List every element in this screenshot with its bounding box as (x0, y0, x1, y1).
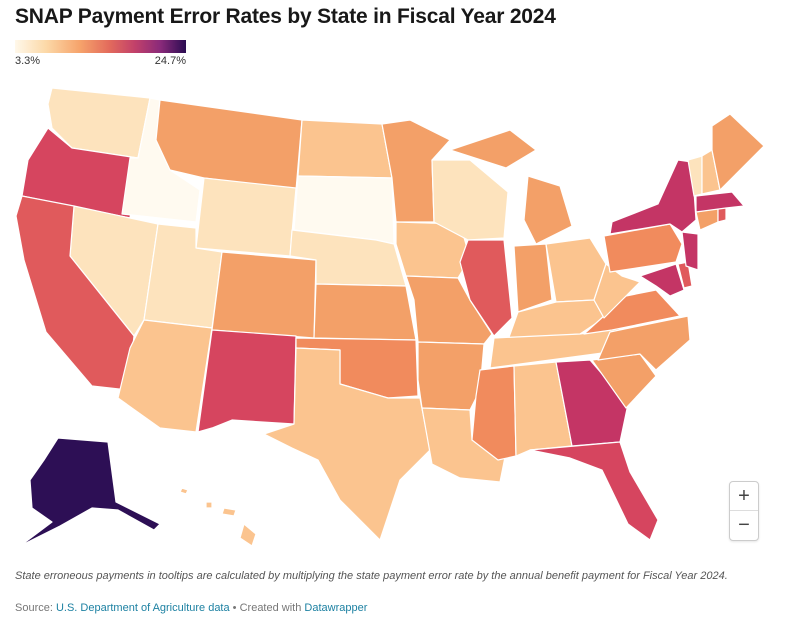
state-texas[interactable] (263, 347, 431, 541)
footnote: State erroneous payments in tooltips are… (15, 570, 728, 582)
state-louisiana[interactable] (421, 407, 507, 483)
legend-min-label: 3.3% (15, 55, 41, 67)
state-new-york[interactable] (609, 159, 697, 235)
state-delaware[interactable] (677, 261, 693, 289)
color-legend: 3.3% 24.7% (15, 40, 186, 67)
state-wyoming[interactable] (195, 177, 297, 257)
zoom-controls: + − (729, 481, 759, 541)
state-california[interactable] (15, 195, 135, 391)
state-hawaii[interactable] (179, 487, 257, 547)
state-rhode-island[interactable] (717, 207, 727, 223)
state-florida[interactable] (529, 441, 659, 541)
source-separator: • Created with (229, 602, 305, 614)
source-link[interactable]: U.S. Department of Agriculture data (55, 602, 230, 614)
state-new-mexico[interactable] (197, 329, 297, 433)
state-maryland[interactable] (639, 263, 685, 297)
state-north-dakota[interactable] (297, 119, 393, 179)
source-prefix: Source: (15, 602, 56, 614)
zoom-out-button[interactable]: − (730, 510, 758, 539)
state-michigan[interactable] (449, 129, 573, 245)
legend-gradient (15, 40, 186, 53)
state-maine[interactable] (711, 113, 765, 191)
state-new-jersey[interactable] (681, 231, 699, 271)
legend-max-label: 24.7% (154, 55, 186, 67)
us-states-map[interactable] (0, 70, 790, 560)
source-line: Source: U.S. Department of Agriculture d… (15, 602, 367, 614)
zoom-in-button[interactable]: + (738, 484, 750, 507)
state-massachusetts[interactable] (695, 191, 745, 213)
datawrapper-link[interactable]: Datawrapper (304, 602, 368, 614)
state-north-carolina[interactable] (597, 315, 691, 371)
state-missouri[interactable] (405, 275, 493, 345)
state-arkansas[interactable] (417, 341, 485, 411)
state-alaska[interactable] (19, 437, 161, 547)
state-wisconsin[interactable] (431, 159, 509, 241)
state-colorado[interactable] (211, 251, 317, 339)
state-georgia[interactable] (555, 359, 629, 447)
state-illinois[interactable] (459, 239, 513, 337)
state-west-virginia[interactable] (593, 263, 641, 319)
state-kansas[interactable] (313, 283, 417, 341)
chart-title: SNAP Payment Error Rates by State in Fis… (15, 5, 556, 28)
state-indiana[interactable] (513, 243, 553, 313)
